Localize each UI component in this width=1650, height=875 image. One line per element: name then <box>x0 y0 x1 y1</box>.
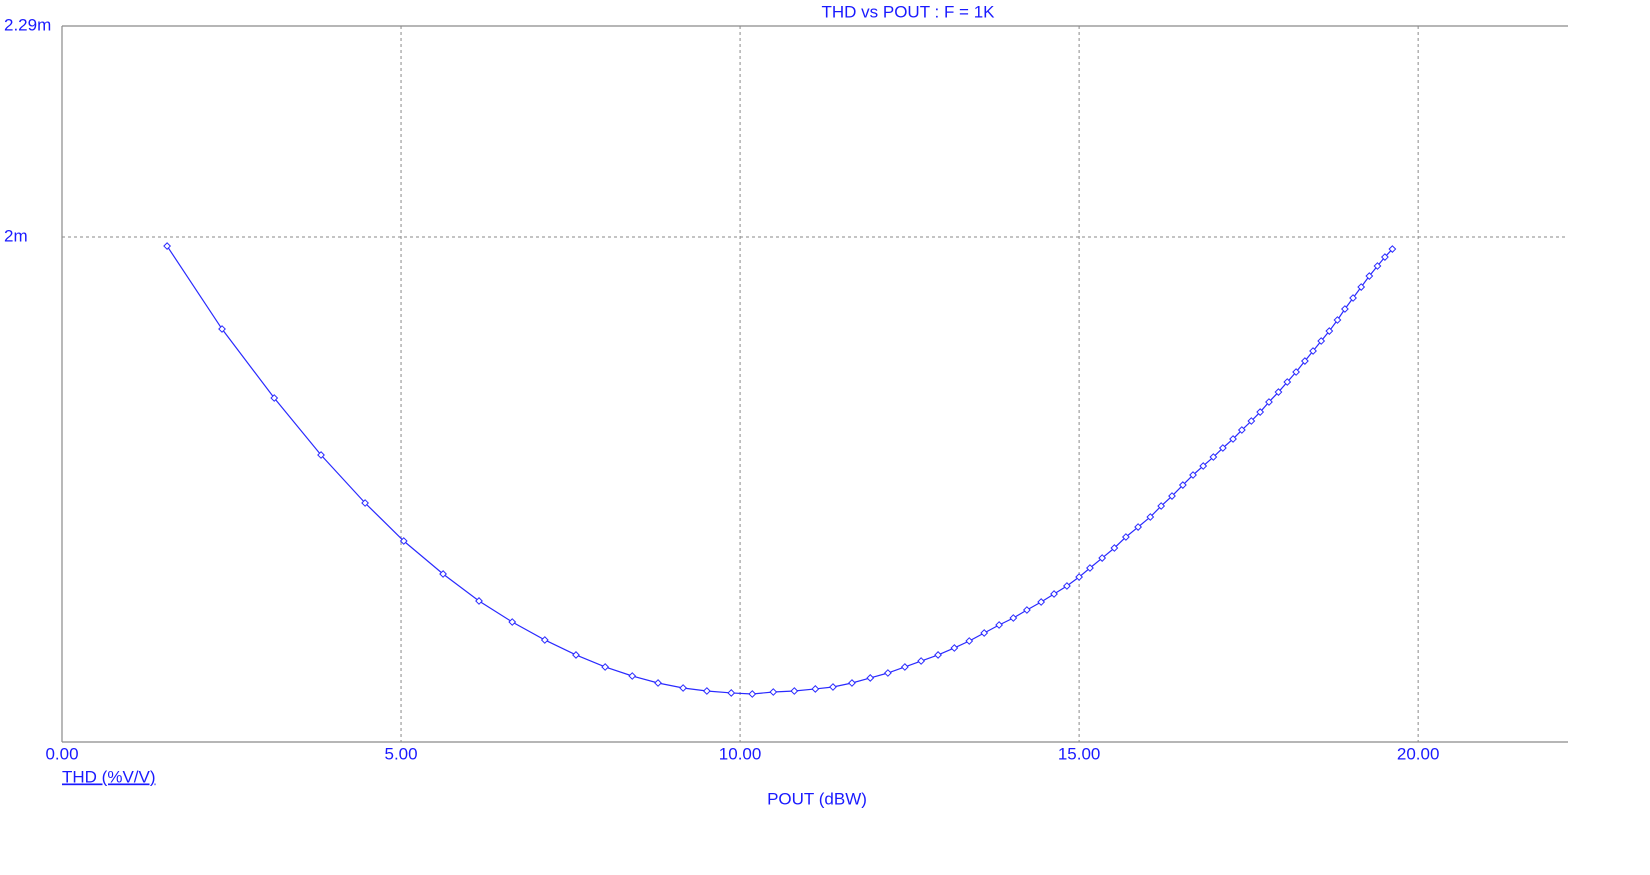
data-point <box>361 499 370 507</box>
data-point <box>1365 272 1374 280</box>
data-point <box>1199 462 1208 470</box>
data-point <box>748 690 757 698</box>
data-point <box>1357 283 1366 291</box>
data-point <box>1157 502 1166 510</box>
data-point <box>1086 564 1094 572</box>
data-point <box>1022 606 1031 614</box>
x-axis-label: POUT (dBW) <box>767 789 867 808</box>
data-point <box>917 657 926 665</box>
data-point <box>1292 368 1300 376</box>
data-point <box>163 242 172 250</box>
data-point <box>572 651 580 659</box>
data-point <box>1256 408 1265 416</box>
data-point <box>1075 573 1084 581</box>
x-tick-label: 5.00 <box>384 744 417 763</box>
data-point <box>1229 435 1237 443</box>
data-point <box>1189 471 1197 479</box>
data-point <box>1349 294 1357 302</box>
legend-entry[interactable]: THD (%V/V) <box>62 767 156 786</box>
data-point <box>1178 481 1187 489</box>
x-tick-label: 20.00 <box>1397 744 1440 763</box>
data-line <box>166 245 1393 695</box>
data-point <box>980 629 989 637</box>
data-point <box>1325 327 1334 335</box>
chart-title: THD vs POUT : F = 1K <box>821 2 995 21</box>
data-point <box>1209 453 1218 461</box>
data-point <box>900 663 909 671</box>
data-point <box>1381 253 1389 261</box>
data-point <box>508 618 517 626</box>
data-point <box>1098 554 1107 562</box>
data-point <box>1062 582 1071 590</box>
data-point <box>995 621 1004 629</box>
data-point <box>829 683 837 691</box>
x-tick-label: 0.00 <box>45 744 78 763</box>
data-point <box>848 679 856 687</box>
data-point <box>439 570 447 578</box>
data-point <box>1309 347 1317 355</box>
data-point <box>1050 590 1058 598</box>
data-point <box>1265 398 1273 406</box>
data-point <box>601 663 610 671</box>
data-point <box>475 597 483 605</box>
data-point <box>1373 262 1382 270</box>
data-point <box>702 687 711 695</box>
data-point <box>1237 426 1246 434</box>
data-point <box>1134 523 1143 531</box>
x-tick-label: 15.00 <box>1058 744 1101 763</box>
data-point <box>1341 305 1349 313</box>
data-point <box>1388 245 1397 253</box>
data-point <box>1247 417 1256 425</box>
data-point <box>866 674 875 682</box>
data-point <box>965 637 974 645</box>
data-point <box>317 451 325 459</box>
data-point <box>727 689 736 697</box>
data-point <box>1274 388 1283 396</box>
data-point <box>218 325 226 333</box>
data-point <box>1146 513 1155 521</box>
data-point <box>1110 544 1119 552</box>
data-point <box>790 687 799 695</box>
data-point <box>540 636 549 644</box>
data-point <box>1121 533 1130 541</box>
data-point <box>654 679 662 687</box>
data-point <box>1283 378 1292 386</box>
data-point <box>1037 598 1046 606</box>
data-point <box>950 644 959 652</box>
data-point <box>628 672 637 680</box>
data-point <box>679 684 688 692</box>
data-point <box>1301 357 1309 365</box>
y-tick-label: 2.29m <box>4 15 51 34</box>
data-point <box>811 685 820 693</box>
data-point <box>769 688 778 696</box>
data-point <box>399 537 408 545</box>
data-point <box>1168 492 1176 500</box>
data-point <box>934 651 942 659</box>
y-tick-label: 2m <box>4 227 28 246</box>
data-point <box>1218 444 1227 452</box>
data-point <box>1009 614 1018 622</box>
data-point <box>1317 337 1326 345</box>
data-point <box>883 669 892 677</box>
data-point <box>270 394 279 402</box>
data-point <box>1333 316 1342 324</box>
x-tick-label: 10.00 <box>719 744 762 763</box>
